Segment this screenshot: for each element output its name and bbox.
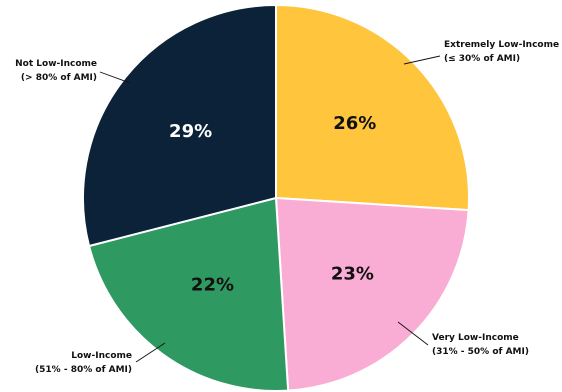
pct-label-low-income: 22% [191,274,234,295]
category-label-very-low-income: Very Low-Income [432,333,519,343]
category-sublabel-not-low-income: (> 80% of AMI) [21,73,97,83]
category-label-extremely-low-income: Extremely Low-Income [444,40,559,50]
category-sublabel-extremely-low-income: (≤ 30% of AMI) [444,54,520,64]
pct-label-extremely-low-income: 26% [333,113,376,134]
pct-label-not-low-income: 29% [169,121,212,142]
pct-label-very-low-income: 23% [331,263,374,284]
pie-slice-extremely-low-income [276,5,469,210]
category-label-not-low-income: Not Low-Income [15,59,97,69]
category-sublabel-low-income: (51% - 80% of AMI) [35,365,132,375]
category-sublabel-very-low-income: (31% - 50% of AMI) [432,347,529,357]
pie-slices [83,5,469,391]
pie-slice-very-low-income [276,198,469,391]
category-label-low-income: Low-Income [71,351,132,361]
